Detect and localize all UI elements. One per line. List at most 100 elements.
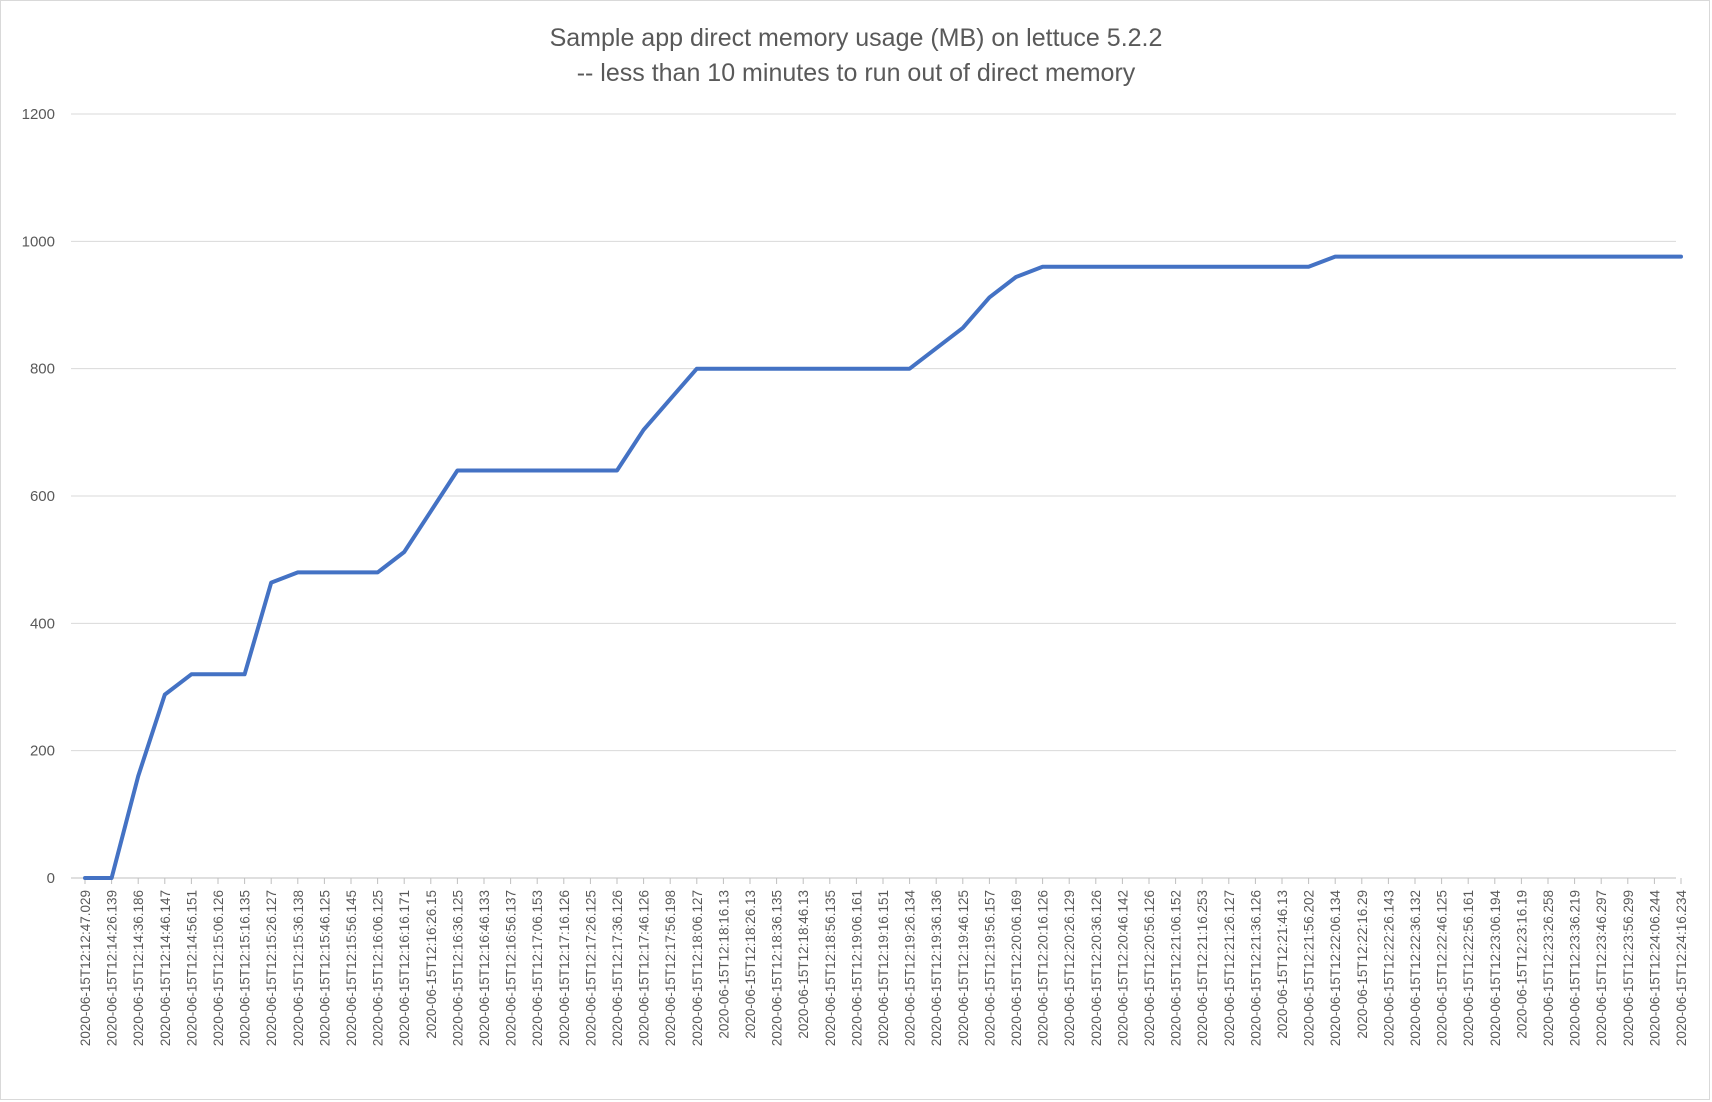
data-point bbox=[563, 470, 565, 472]
data-point bbox=[323, 571, 325, 573]
data-point bbox=[1148, 266, 1150, 268]
x-tick-label: 2020-06-15T12:19:26.134 bbox=[903, 890, 918, 1047]
x-tick-label: 2020-06-15T12:17:06.153 bbox=[530, 890, 545, 1046]
data-point bbox=[802, 368, 804, 370]
data-point bbox=[217, 673, 219, 675]
x-tick-label: 2020-06-15T12:17:46.126 bbox=[637, 890, 652, 1046]
data-point bbox=[1281, 266, 1283, 268]
x-tick-label: 2020-06-15T12:15:06.126 bbox=[211, 890, 226, 1046]
x-tick-label: 2020-06-15T12:14:46.147 bbox=[158, 890, 173, 1046]
x-tick-label: 2020-06-15T12:17:36.126 bbox=[610, 890, 625, 1046]
x-tick-label: 2020-06-15T12:20:46.142 bbox=[1115, 890, 1130, 1046]
x-tick-label: 2020-06-15T12:20:16.126 bbox=[1036, 890, 1051, 1046]
data-point bbox=[1653, 256, 1655, 258]
data-point bbox=[111, 877, 113, 879]
data-point bbox=[1334, 256, 1336, 258]
data-point bbox=[1361, 256, 1363, 258]
x-tick-label: 2020-06-15T12:18:56.135 bbox=[823, 890, 838, 1046]
x-tick-label: 2020-06-15T12:18:26.13 bbox=[743, 890, 758, 1039]
x-tick-label: 2020-06-15T12:19:06.161 bbox=[849, 890, 864, 1046]
gridlines bbox=[71, 113, 1682, 884]
data-point bbox=[962, 327, 964, 329]
data-point bbox=[589, 470, 591, 472]
data-point bbox=[829, 368, 831, 370]
x-tick-label: 2020-06-15T12:23:26.258 bbox=[1541, 890, 1556, 1046]
data-point bbox=[1680, 256, 1682, 258]
data-point bbox=[190, 673, 192, 675]
y-tick-label: 400 bbox=[30, 615, 55, 632]
x-tick-label: 2020-06-15T12:23:56.299 bbox=[1621, 890, 1636, 1046]
data-point bbox=[1414, 256, 1416, 258]
data-point bbox=[1121, 266, 1123, 268]
x-tick-label: 2020-06-15T12:14:36.186 bbox=[131, 890, 146, 1046]
x-tick-label: 2020-06-15T12:20:56.126 bbox=[1142, 890, 1157, 1046]
x-tick-label: 2020-06-15T12:16:26.15 bbox=[424, 890, 439, 1039]
x-tick-label: 2020-06-15T12:16:46.133 bbox=[477, 890, 492, 1046]
x-tick-label: 2020-06-15T12:19:46.125 bbox=[956, 890, 971, 1046]
x-tick-label: 2020-06-15T12:21:16.253 bbox=[1195, 890, 1210, 1046]
data-point bbox=[456, 470, 458, 472]
x-tick-label: 2020-06-15T12:24:16.234 bbox=[1674, 890, 1689, 1047]
data-point bbox=[1547, 256, 1549, 258]
x-tick-label: 2020-06-15T12:21:26.127 bbox=[1222, 890, 1237, 1046]
x-tick-label: 2020-06-15T12:20:26.129 bbox=[1062, 890, 1077, 1046]
data-point bbox=[1254, 266, 1256, 268]
data-point bbox=[909, 368, 911, 370]
x-tick-label: 2020-06-15T12:22:46.125 bbox=[1435, 890, 1450, 1046]
data-point bbox=[855, 368, 857, 370]
x-tick-label: 2020-06-15T12:17:56.198 bbox=[663, 890, 678, 1046]
data-point bbox=[616, 470, 618, 472]
series-line bbox=[83, 254, 1683, 880]
x-tick-label: 2020-06-15T12:15:36.138 bbox=[291, 890, 306, 1046]
x-tick-label: 2020-06-15T12:21:56.202 bbox=[1302, 890, 1317, 1046]
x-tick-label: 2020-06-15T12:22:36.132 bbox=[1408, 890, 1423, 1046]
data-point bbox=[164, 694, 166, 696]
data-point bbox=[1574, 256, 1576, 258]
x-tick-label: 2020-06-15T12:18:16.13 bbox=[716, 890, 731, 1039]
data-point bbox=[1600, 256, 1602, 258]
x-tick-label: 2020-06-15T12:18:36.135 bbox=[770, 890, 785, 1046]
x-tick-label: 2020-06-15T12:23:16.19 bbox=[1514, 890, 1529, 1039]
x-tick-label: 2020-06-15T12:23:46.297 bbox=[1594, 890, 1609, 1046]
data-point bbox=[776, 368, 778, 370]
x-tick-label: 2020-06-15T12:23:36.219 bbox=[1568, 890, 1583, 1046]
data-point bbox=[643, 429, 645, 431]
data-point bbox=[483, 470, 485, 472]
x-tick-label: 2020-06-15T12:21:06.152 bbox=[1169, 890, 1184, 1046]
x-tick-label: 2020-06-15T12:15:16.135 bbox=[238, 890, 253, 1046]
data-point bbox=[1387, 256, 1389, 258]
y-tick-label: 0 bbox=[47, 870, 55, 887]
x-tick-label: 2020-06-15T12:16:36.125 bbox=[450, 890, 465, 1046]
x-tick-label: 2020-06-15T12:12:47.029 bbox=[78, 890, 93, 1046]
data-point bbox=[1068, 266, 1070, 268]
data-point bbox=[1201, 266, 1203, 268]
x-tick-label: 2020-06-15T12:24:06.244 bbox=[1647, 890, 1662, 1047]
x-tick-label: 2020-06-15T12:16:06.125 bbox=[371, 890, 386, 1046]
data-point bbox=[882, 368, 884, 370]
x-tick-label: 2020-06-15T12:16:56.137 bbox=[504, 890, 519, 1046]
y-tick-label: 1200 bbox=[22, 106, 55, 123]
y-tick-label: 800 bbox=[30, 361, 55, 378]
data-point bbox=[137, 775, 139, 777]
x-tick-label: 2020-06-15T12:22:26.143 bbox=[1381, 890, 1396, 1046]
data-point bbox=[430, 510, 432, 512]
data-point bbox=[377, 571, 379, 573]
x-tick-label: 2020-06-15T12:15:56.145 bbox=[344, 890, 359, 1046]
data-point bbox=[1627, 256, 1629, 258]
data-point bbox=[1228, 266, 1230, 268]
y-tick-label: 600 bbox=[30, 488, 55, 505]
data-point bbox=[403, 551, 405, 553]
data-point bbox=[1175, 266, 1177, 268]
x-tick-label: 2020-06-15T12:22:16.29 bbox=[1355, 890, 1370, 1039]
x-tick-label: 2020-06-15T12:23:06.194 bbox=[1488, 890, 1503, 1047]
data-point bbox=[1015, 276, 1017, 278]
x-axis-tick-labels: 2020-06-15T12:12:47.029 2020-06-15T12:14:… bbox=[78, 890, 1689, 1047]
data-point bbox=[244, 673, 246, 675]
x-tick-label: 2020-06-15T12:15:26.127 bbox=[264, 890, 279, 1046]
x-tick-label: 2020-06-15T12:22:06.134 bbox=[1328, 890, 1343, 1047]
data-point bbox=[1441, 256, 1443, 258]
y-axis-tick-labels: 0 200 400 600 800 1000 1200 bbox=[22, 106, 55, 887]
chart-title: Sample app direct memory usage (MB) on l… bbox=[550, 24, 1163, 52]
